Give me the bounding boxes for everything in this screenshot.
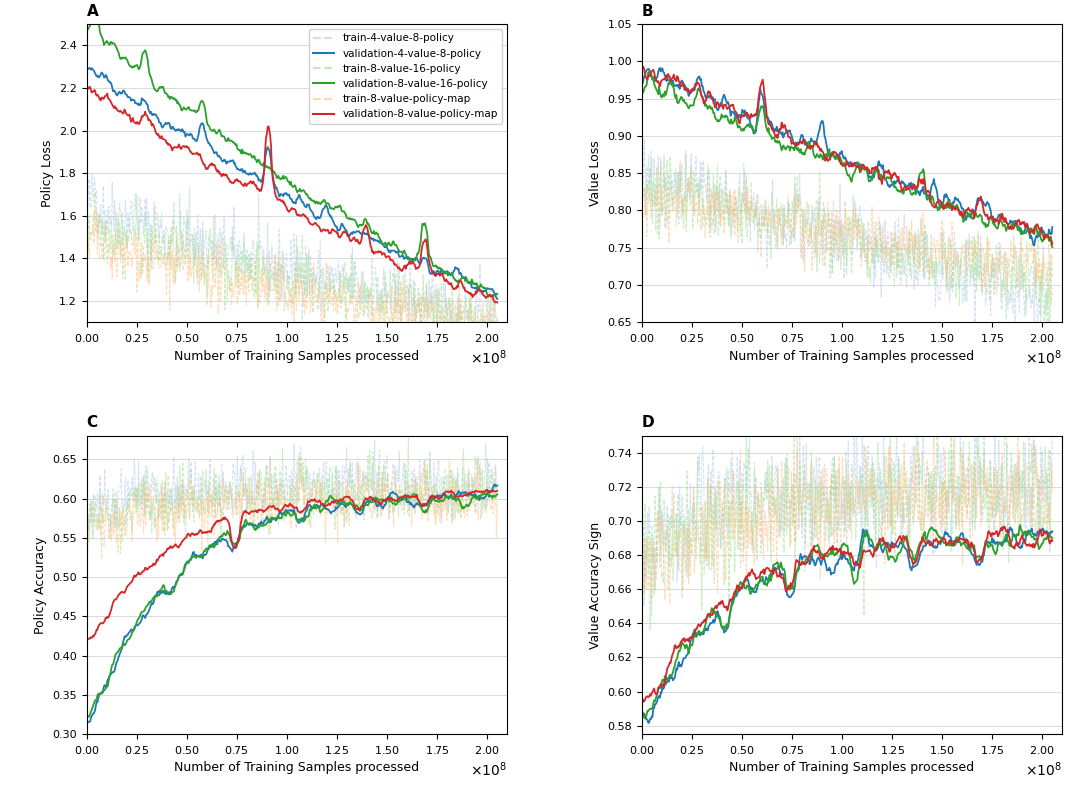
Legend: train-4-value-8-policy, validation-4-value-8-policy, train-8-value-16-policy, va: train-4-value-8-policy, validation-4-val… [309,30,502,124]
X-axis label: Number of Training Samples processed: Number of Training Samples processed [730,761,975,774]
Text: A: A [87,4,99,18]
X-axis label: Number of Training Samples processed: Number of Training Samples processed [175,761,420,774]
Y-axis label: Policy Accuracy: Policy Accuracy [34,536,47,634]
Text: B: B [642,4,654,18]
Text: C: C [87,416,98,430]
Y-axis label: Value Loss: Value Loss [589,140,602,206]
X-axis label: Number of Training Samples processed: Number of Training Samples processed [175,350,420,362]
Text: D: D [642,416,655,430]
Y-axis label: Policy Loss: Policy Loss [40,140,53,207]
X-axis label: Number of Training Samples processed: Number of Training Samples processed [730,350,975,362]
Y-axis label: Value Accuracy Sign: Value Accuracy Sign [589,521,602,649]
